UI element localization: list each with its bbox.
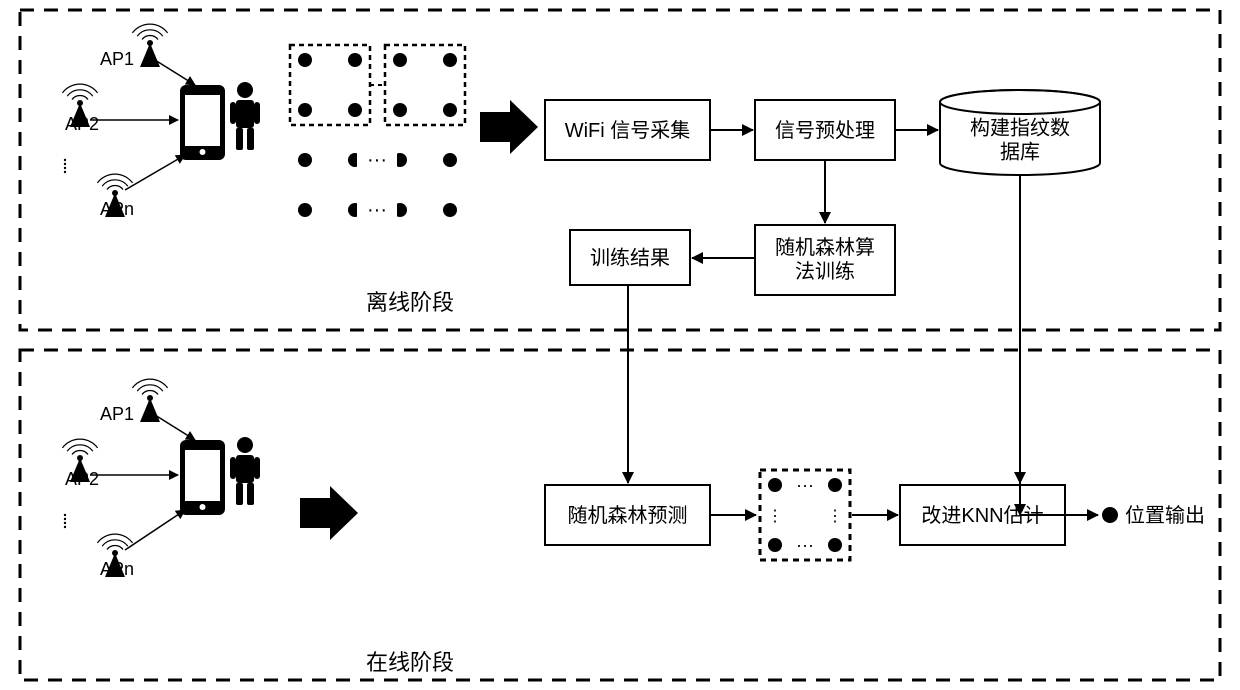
grid-dot (443, 103, 457, 117)
box-rfpred-label: 随机森林预测 (568, 504, 688, 527)
grid-dot (443, 203, 457, 217)
ap-label: AP1 (100, 49, 134, 69)
ellipsis: ··· (367, 149, 387, 171)
grid-dot (828, 478, 842, 492)
grid-dot (348, 53, 362, 67)
grid-dot (298, 153, 312, 167)
grid-dot (443, 53, 457, 67)
ap-label: AP2 (65, 469, 99, 489)
ellipsis: ··· (796, 475, 814, 495)
grid-dot (393, 53, 407, 67)
grid-dot (298, 203, 312, 217)
ap-label: AP2 (65, 114, 99, 134)
phase-label-online: 在线阶段 (366, 650, 454, 675)
phone-icon (180, 85, 225, 160)
grid-dot (443, 153, 457, 167)
ellipsis: ··· (796, 535, 814, 555)
box-rftrain-label: 随机森林算 (775, 236, 875, 259)
grid-dot (298, 53, 312, 67)
box-preproc-label: 信号预处理 (775, 119, 875, 142)
grid-dot (768, 478, 782, 492)
box-rftrain-label: 法训练 (795, 260, 855, 283)
box-db: 构建指纹数据库 (940, 90, 1100, 175)
grid-dot (768, 538, 782, 552)
ellipsis: ⋮ (827, 508, 843, 525)
grid-dot (298, 103, 312, 117)
grid-dot (348, 103, 362, 117)
box-rftrain (755, 225, 895, 295)
box-trainres-label: 训练结果 (590, 247, 670, 270)
phase-label-offline: 离线阶段 (366, 290, 454, 315)
box-db-label: 构建指纹数 (970, 117, 1070, 140)
ap-label: AP1 (100, 404, 134, 424)
grid-dot (393, 103, 407, 117)
grid-dot (828, 538, 842, 552)
output-dot (1102, 507, 1118, 523)
output-label: 位置输出 (1125, 504, 1205, 527)
ellipsis: ··· (367, 199, 387, 221)
phone-icon (180, 440, 225, 515)
box-wifi-label: WiFi 信号采集 (565, 119, 691, 142)
box-db-label: 据库 (1000, 141, 1040, 164)
ellipsis: ⋮ (767, 508, 783, 525)
ap-label: APn (100, 559, 134, 579)
ap-label: APn (100, 199, 134, 219)
